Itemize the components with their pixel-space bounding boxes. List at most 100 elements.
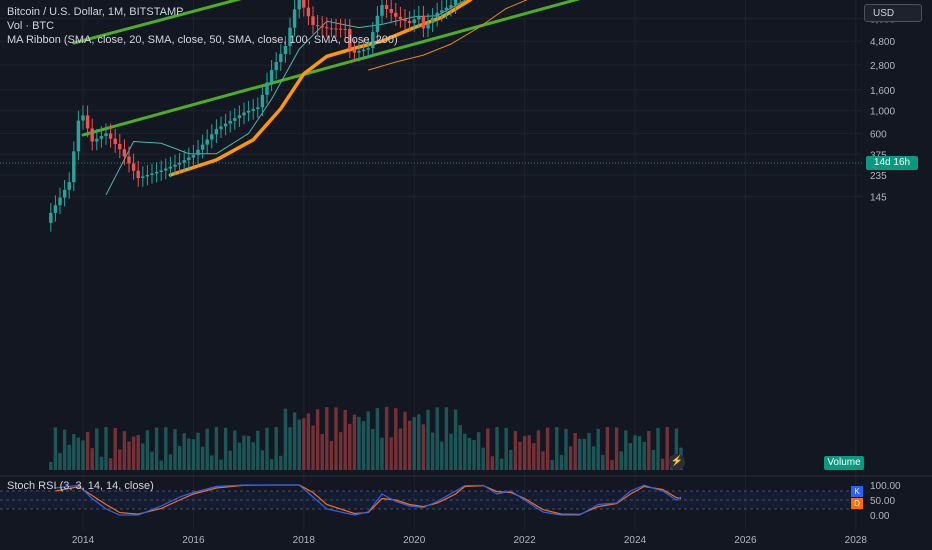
price-tick-label: 4,800 <box>870 37 895 48</box>
volume-bar <box>541 451 545 470</box>
bolt-icon[interactable]: ⚡ <box>669 454 685 470</box>
candle-body <box>371 31 375 49</box>
volume-bar <box>122 431 127 470</box>
candle-body <box>417 15 421 20</box>
candle-body <box>398 16 403 19</box>
candle-body <box>113 138 117 144</box>
volume-bar <box>564 428 568 470</box>
volume-bar <box>458 425 462 470</box>
time-tick-label: 2024 <box>624 535 647 546</box>
candle-body <box>384 5 389 10</box>
candle-body <box>53 205 58 213</box>
volume-bar <box>449 433 453 470</box>
volume-bar <box>228 450 232 470</box>
volume-bar <box>605 427 610 470</box>
candle-body <box>95 138 99 142</box>
volume-bar <box>582 438 587 470</box>
candle-body <box>334 28 338 30</box>
volume-bar <box>53 427 58 470</box>
candle-body <box>127 156 131 164</box>
volume-bar <box>72 434 76 470</box>
currency-button[interactable]: USD <box>864 4 922 22</box>
candle-body <box>444 7 449 11</box>
volume-bar <box>394 408 398 470</box>
candle-body <box>297 0 301 10</box>
volume-bar <box>361 421 366 470</box>
candle-body <box>177 162 182 165</box>
channel-lower-line <box>81 0 581 137</box>
candle-body <box>292 9 297 28</box>
volume-bar <box>260 450 265 470</box>
volume-bar <box>674 428 679 470</box>
price-tick-label: 145 <box>870 192 887 203</box>
candle-body <box>219 126 223 130</box>
volume-bar <box>398 428 403 470</box>
volume-bar <box>325 407 329 470</box>
candle-body <box>210 134 214 140</box>
volume-bar <box>486 428 490 470</box>
price-tick-label: 235 <box>870 171 887 182</box>
candle-body <box>421 15 426 29</box>
candle-body <box>329 28 334 30</box>
symbol-title: Bitcoin / U.S. Dollar, 1M, BITSTAMP <box>7 6 184 18</box>
volume-bar <box>297 419 301 470</box>
candle-body <box>361 49 366 52</box>
candle-body <box>228 120 232 124</box>
volume-legend: Vol · BTC <box>7 20 55 32</box>
currency-label: USD <box>873 8 895 19</box>
volume-bars <box>49 407 683 470</box>
volume-bar <box>435 407 439 470</box>
volume-bar <box>214 427 219 470</box>
candle-body <box>49 212 53 223</box>
time-axis: 2014 2016 2018 2020 2022 2024 2026 2028 <box>72 535 867 546</box>
volume-bar <box>499 458 504 470</box>
volume-bar <box>85 431 90 470</box>
stoch-rsi-legend: Stoch RSI (3, 3, 14, 14, close) <box>7 480 154 492</box>
candle-body <box>311 16 315 25</box>
volume-bar <box>481 447 485 470</box>
stoch-axis: 100.00 50.00 0.00 <box>870 481 901 522</box>
volume-bar <box>463 433 467 470</box>
candle-body <box>306 7 311 17</box>
volume-bar <box>182 433 186 470</box>
volume-bar <box>453 409 458 470</box>
volume-bar <box>504 427 508 470</box>
candle-body <box>375 15 380 32</box>
volume-bar <box>168 454 173 470</box>
stoch-d-badge: D <box>851 498 863 509</box>
candle-body <box>122 149 127 157</box>
candle-body <box>279 54 283 63</box>
candle-body <box>366 48 370 50</box>
candles <box>49 0 461 232</box>
volume-bar <box>417 414 421 470</box>
volume-bar <box>426 409 430 470</box>
candle-body <box>187 157 191 161</box>
volume-bar <box>444 407 449 470</box>
volume-bar <box>509 449 513 470</box>
candle-body <box>394 12 398 17</box>
candle-body <box>159 170 163 173</box>
volume-badge: Volume <box>824 456 864 470</box>
volume-bar <box>210 455 214 470</box>
price-tick-label: 1,600 <box>870 86 895 97</box>
candle-body <box>380 5 384 16</box>
stoch-tick-label: 0.00 <box>870 511 890 522</box>
volume-bar <box>578 438 582 470</box>
volume-bar <box>269 459 274 470</box>
volume-bar <box>532 443 536 470</box>
time-tick-label: 2028 <box>845 535 868 546</box>
volume-bar <box>246 435 251 470</box>
volume-bar <box>329 441 334 470</box>
price-tick-label: 375 <box>870 150 887 161</box>
candle-body <box>141 176 145 178</box>
candle-body <box>168 166 173 169</box>
volume-bar <box>559 454 564 470</box>
candle-body <box>191 154 196 158</box>
candle-body <box>76 120 81 152</box>
stoch-k-badge: K <box>851 486 863 497</box>
volume-bar <box>375 408 380 470</box>
candle-body <box>145 174 150 177</box>
volume-bar <box>568 446 573 470</box>
